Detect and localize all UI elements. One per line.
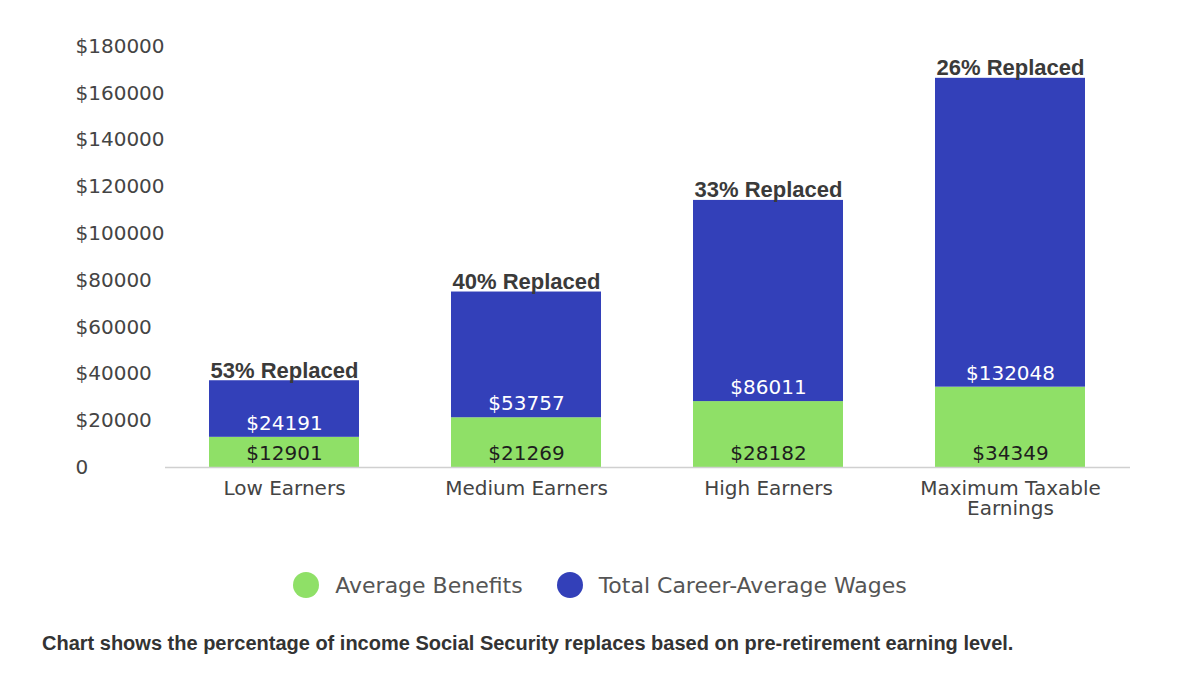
svg-text:Maximum TaxableEarnings: Maximum TaxableEarnings: [920, 476, 1101, 520]
svg-text:$24191: $24191: [246, 411, 322, 435]
svg-text:$60000: $60000: [76, 315, 152, 339]
svg-text:$34349: $34349: [972, 441, 1048, 465]
html-text:Total Career-Average Wages: Total Career-Average Wages: [598, 572, 907, 598]
svg-text:0: 0: [76, 455, 89, 479]
svg-text:High Earners: High Earners: [704, 476, 833, 500]
svg-text:53% Replaced: 53% Replaced: [211, 358, 359, 383]
svg-text:33% Replaced: 33% Replaced: [695, 177, 843, 202]
svg-text:Low Earners: Low Earners: [223, 476, 345, 500]
svg-text:$80000: $80000: [76, 268, 152, 292]
svg-text:26% Replaced: 26% Replaced: [937, 55, 1085, 80]
svg-text:$120000: $120000: [76, 174, 165, 198]
svg-text:$20000: $20000: [76, 408, 152, 432]
svg-text:$40000: $40000: [76, 361, 152, 385]
svg-text:$180000: $180000: [76, 34, 165, 58]
svg-text:$160000: $160000: [76, 81, 165, 105]
svg-text:$86011: $86011: [730, 375, 806, 399]
html-text:Average Benefits: Average Benefits: [335, 572, 523, 598]
svg-text:$21269: $21269: [488, 441, 564, 465]
html-text:Chart shows the percentage of: Chart shows the percentage of income Soc…: [42, 632, 1014, 654]
svg-text:40% Replaced: 40% Replaced: [453, 269, 601, 294]
svg-text:$12901: $12901: [246, 441, 322, 465]
svg-text:$53757: $53757: [488, 391, 564, 415]
svg-text:$100000: $100000: [76, 221, 165, 245]
svg-text:$132048: $132048: [966, 361, 1055, 385]
svg-text:$28182: $28182: [730, 441, 806, 465]
svg-text:Medium Earners: Medium Earners: [445, 476, 608, 500]
svg-text:$140000: $140000: [76, 127, 165, 151]
